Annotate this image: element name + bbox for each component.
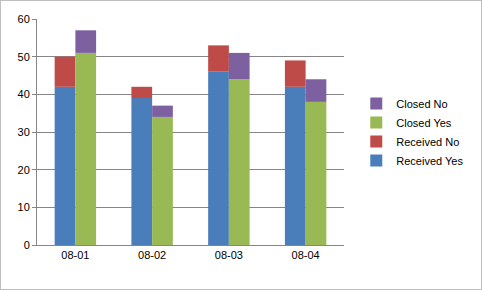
svg-text:60: 60 [18, 13, 30, 25]
svg-text:50: 50 [18, 51, 30, 63]
svg-text:0: 0 [24, 239, 30, 251]
svg-text:40: 40 [18, 88, 30, 100]
svg-text:Closed Yes: Closed Yes [396, 117, 452, 129]
svg-text:30: 30 [18, 126, 30, 138]
svg-text:Received No: Received No [396, 136, 459, 148]
svg-text:08-02: 08-02 [138, 249, 166, 261]
svg-text:Received Yes: Received Yes [396, 155, 463, 167]
svg-text:10: 10 [18, 201, 30, 213]
svg-text:20: 20 [18, 164, 30, 176]
svg-text:08-03: 08-03 [215, 249, 243, 261]
svg-text:Closed No: Closed No [396, 98, 447, 110]
svg-text:08-01: 08-01 [61, 249, 89, 261]
svg-text:08-04: 08-04 [292, 249, 320, 261]
